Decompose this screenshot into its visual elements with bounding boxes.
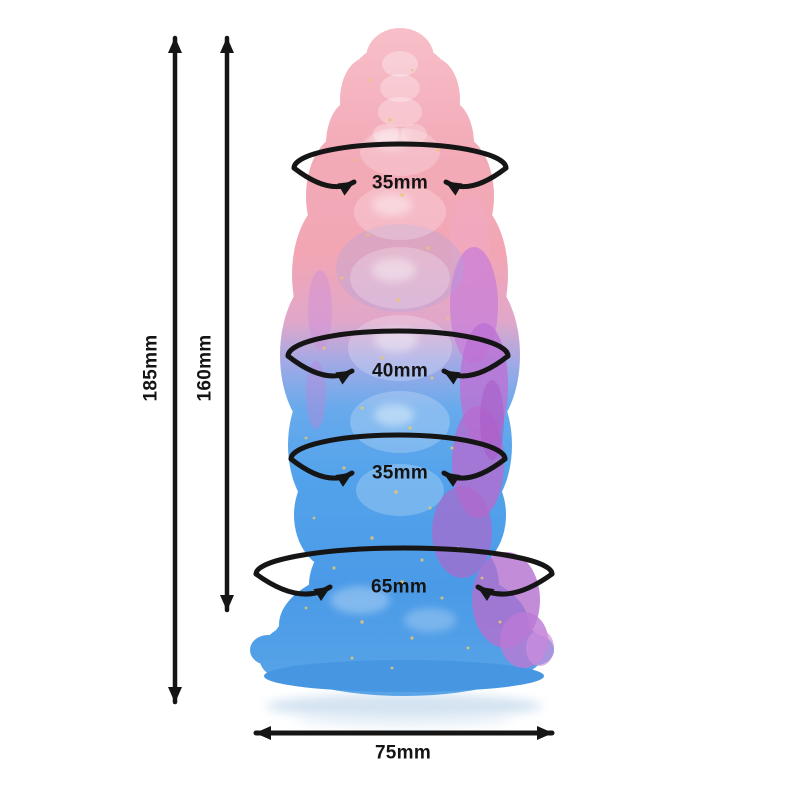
girth-label-base: 65mm [370,576,428,598]
girth-ring-lower-middle [288,432,508,487]
girth-ring-upper-middle [285,328,511,385]
girth-label-upper-middle: 40mm [371,360,429,382]
dimension-label-insertable-length: 160mm [194,334,216,402]
girth-label-upper: 35mm [371,172,429,194]
dimension-label-base-width: 75mm [374,742,432,764]
dimension-label-total-length: 185mm [140,334,162,402]
reflection [266,694,542,728]
girth-ring-upper [291,141,509,196]
girth-ring-base [253,545,555,601]
glitter-specks [304,68,502,670]
girth-label-lower-middle: 35mm [371,462,429,484]
side-color-accents [306,195,554,668]
